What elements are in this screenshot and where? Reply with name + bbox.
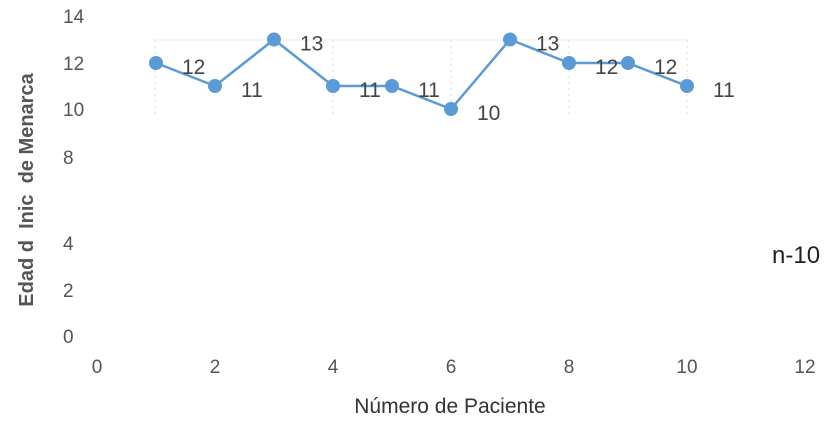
data-label: 12: [182, 56, 205, 79]
data-points: [149, 32, 694, 116]
data-label: 11: [241, 79, 263, 102]
x-tick-label: 0: [92, 357, 103, 378]
series-line: [155, 37, 688, 111]
data-label: 10: [477, 102, 500, 125]
y-tick-label: 12: [63, 54, 84, 75]
series-layer: [155, 37, 688, 111]
grid-lines: [154, 39, 690, 118]
data-point: [444, 102, 458, 116]
sample-size-annotation: n-10: [772, 242, 820, 269]
x-tick-label: 6: [446, 357, 457, 378]
data-label: 13: [536, 33, 559, 56]
data-label: 11: [359, 79, 381, 102]
y-axis-label: Edad d Inic de Menarca: [16, 72, 38, 306]
data-point: [621, 56, 635, 70]
data-point: [326, 79, 340, 93]
data-point: [149, 56, 163, 70]
y-tick-label: 0: [63, 327, 74, 348]
x-tick-label: 10: [676, 357, 697, 378]
x-axis-label: Número de Paciente: [354, 395, 545, 418]
data-label: 12: [654, 56, 677, 79]
x-tick-label: 8: [564, 357, 575, 378]
y-tick-label: 8: [63, 148, 74, 169]
data-label: 12: [595, 56, 618, 79]
data-point: [503, 32, 517, 47]
data-point: [385, 79, 399, 93]
y-tick-label: 4: [63, 234, 74, 255]
data-point: [208, 79, 222, 93]
x-tick-label: 2: [210, 357, 221, 378]
data-label: 11: [418, 79, 440, 102]
data-label: 13: [300, 33, 323, 56]
data-point: [562, 56, 576, 70]
data-point: [267, 32, 281, 47]
y-tick-label: 2: [63, 281, 74, 302]
data-point: [680, 79, 694, 93]
x-axis-ticks: 0 2 4 6 8 10 12: [92, 357, 816, 378]
data-label: 11: [713, 79, 735, 102]
x-tick-label: 12: [794, 357, 815, 378]
y-tick-label: 10: [63, 100, 84, 121]
data-labels: 12 11 13 11 11 10 13 12 12 11: [182, 33, 735, 126]
y-axis-ticks: 0 2 4 8 10 12 14: [63, 7, 85, 348]
y-tick-label: 14: [63, 7, 85, 28]
x-tick-label: 4: [328, 357, 339, 378]
